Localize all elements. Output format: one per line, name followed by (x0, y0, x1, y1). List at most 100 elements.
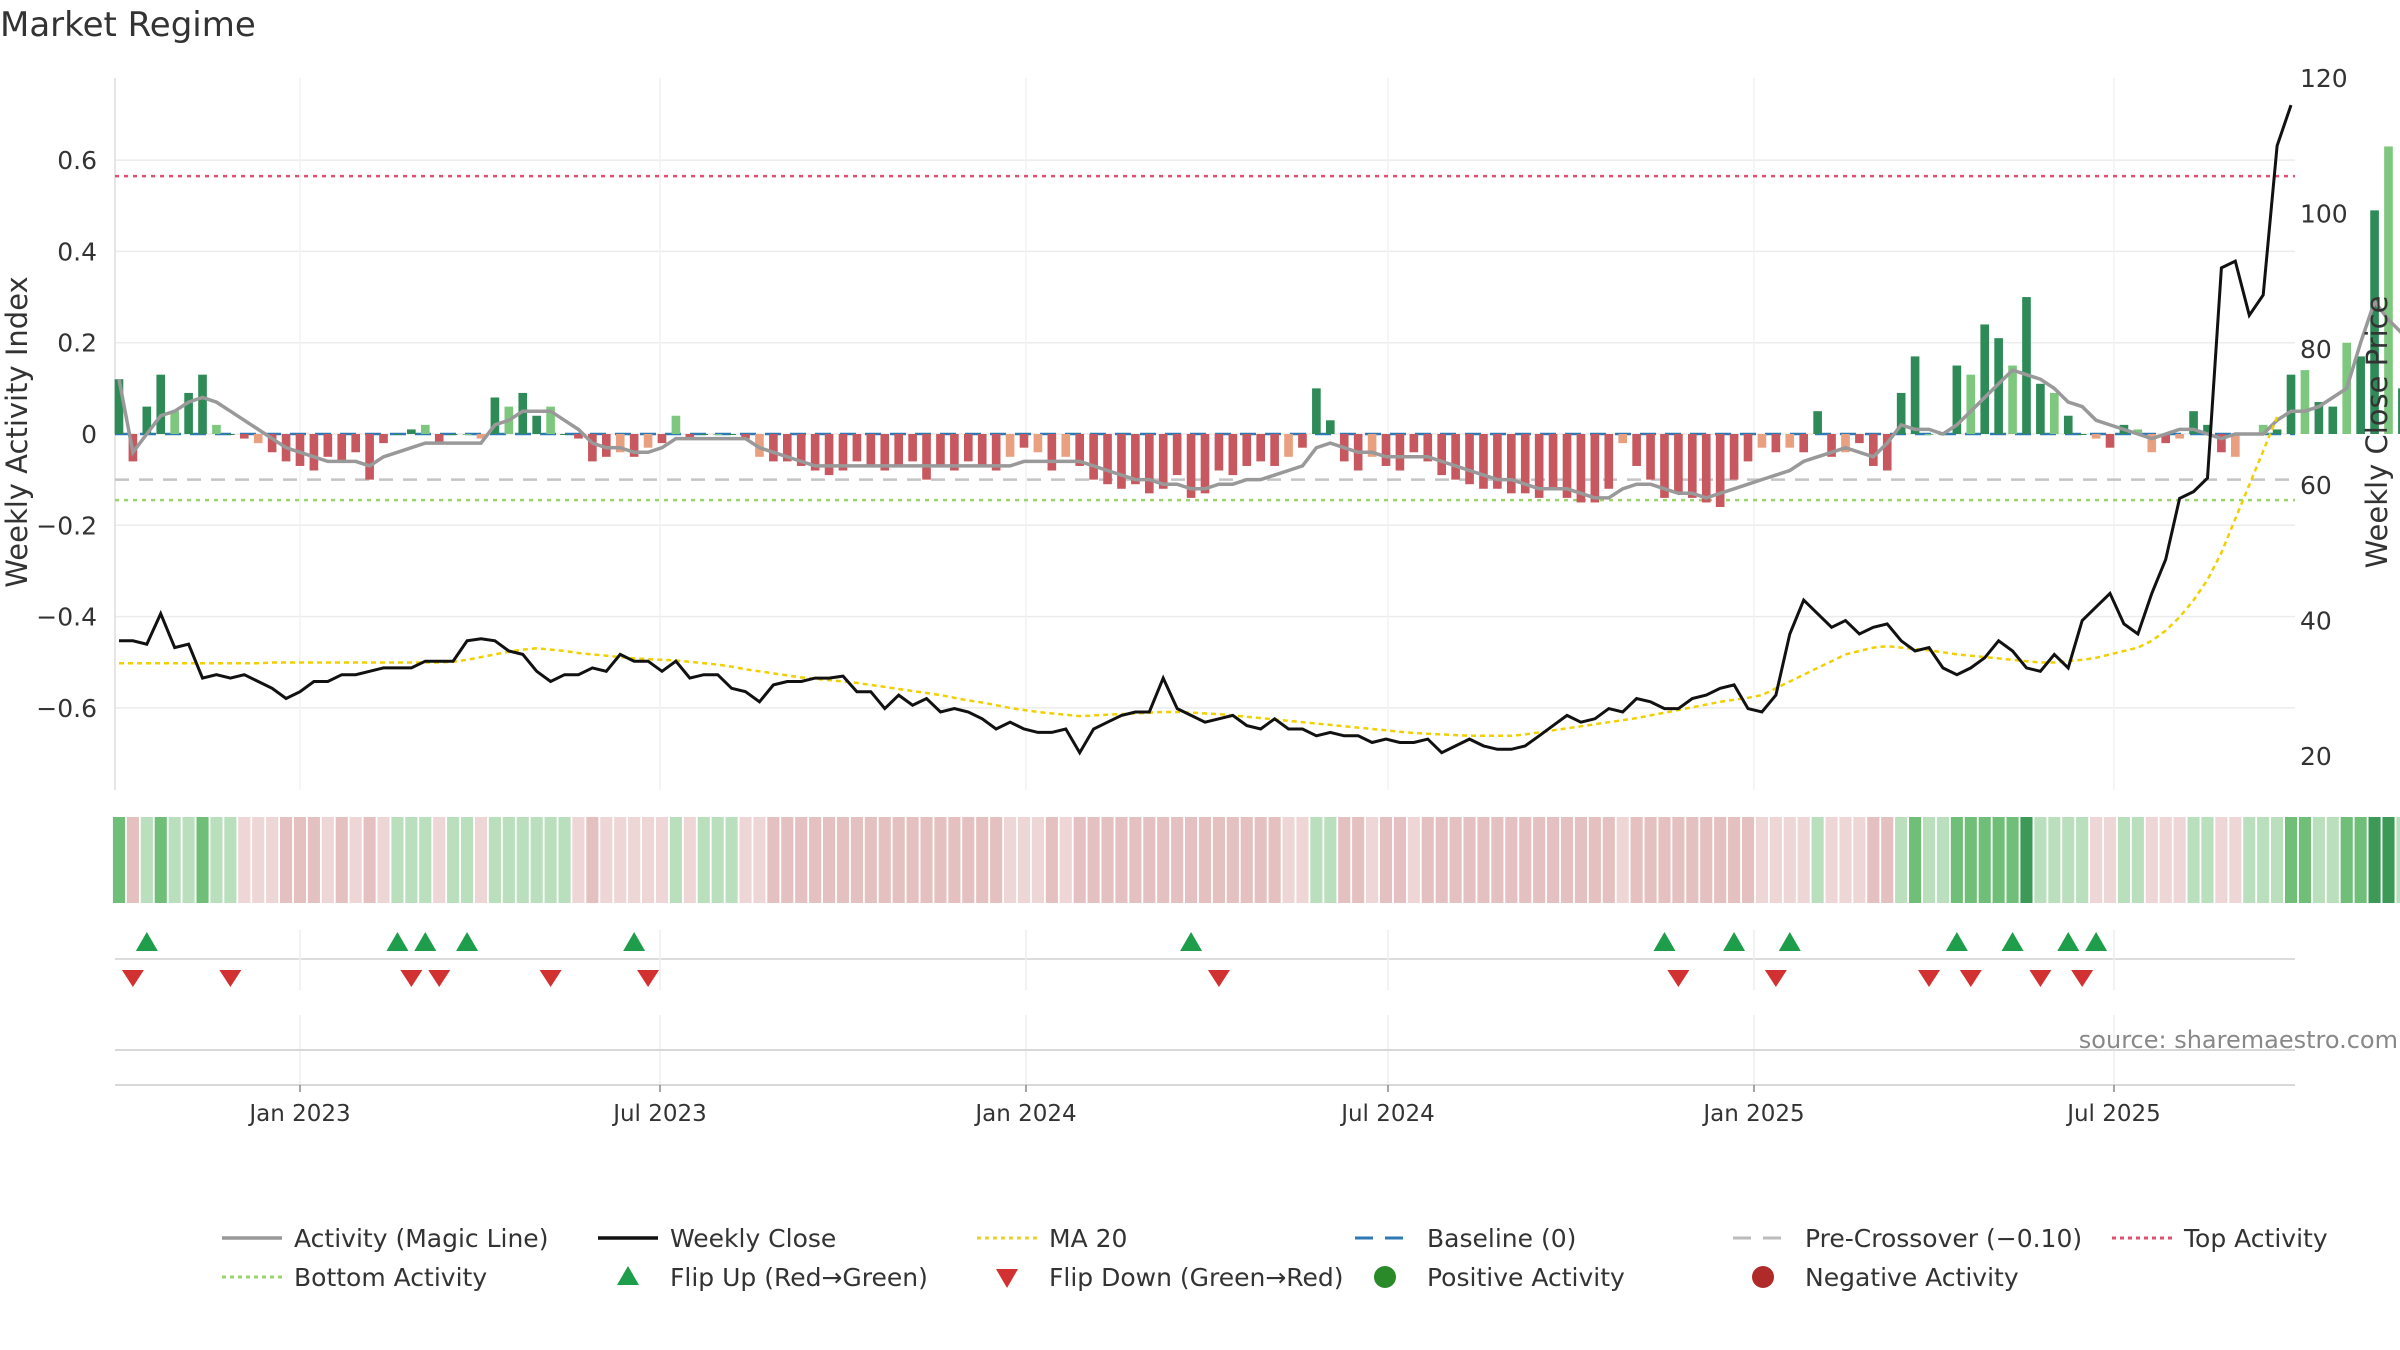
activity-bar (1465, 434, 1474, 485)
activity-bar (239, 434, 249, 439)
regime-cell (1143, 817, 1156, 903)
regime-cell (892, 817, 905, 903)
flip-down-marker (1207, 970, 1230, 987)
activity-bar (838, 434, 848, 471)
regime-cell (238, 817, 251, 903)
regime-cell (363, 817, 376, 903)
regime-cell (1212, 817, 1225, 903)
flip-down-marker (1959, 970, 1982, 987)
regime-cell (1867, 817, 1880, 903)
activity-bar (560, 434, 569, 435)
activity-bar (1855, 434, 1864, 444)
regime-cell (572, 817, 585, 903)
weekly-close-line (119, 104, 2293, 756)
activity-bar (2356, 356, 2365, 434)
activity-bar (601, 434, 611, 457)
regime-cell (1839, 817, 1852, 903)
activity-bar (922, 434, 931, 480)
flip-down-marker (1667, 970, 1690, 987)
activity-bar (351, 434, 360, 453)
activity-bar (2147, 434, 2157, 453)
activity-bar (741, 434, 750, 439)
activity-bar (2105, 434, 2115, 448)
regime-cell (474, 817, 488, 903)
activity-bar (1980, 324, 1990, 434)
regime-cell (2257, 817, 2270, 903)
regime-cell (1741, 817, 1755, 903)
activity-bar (615, 434, 625, 453)
regime-cell (1115, 817, 1128, 903)
regime-cell (1755, 817, 1768, 903)
activity-bar (476, 434, 486, 439)
activity-bar (1701, 434, 1711, 503)
activity-bar (824, 434, 834, 476)
regime-cell (1477, 817, 1490, 903)
activity-bar (991, 434, 1001, 471)
regime-cell (1226, 817, 1239, 903)
legend-label: Positive Activity (1427, 1263, 1625, 1292)
activity-bar (2189, 411, 2198, 434)
regime-cell (1045, 817, 1058, 903)
regime-cell (1602, 817, 1615, 903)
y-tick-label: 0.2 (57, 329, 97, 358)
y2-tick-label: 20 (2300, 742, 2332, 771)
regime-cell (1059, 817, 1072, 903)
activity-bar (170, 411, 179, 434)
activity-bar (671, 415, 681, 434)
activity-bar (2091, 434, 2101, 439)
activity-bar (1103, 434, 1112, 485)
activity-bar (1896, 392, 1906, 434)
regime-cell (2020, 817, 2033, 903)
activity-bar (1966, 374, 1976, 434)
y-tick-label: −0.6 (36, 694, 97, 723)
activity-bar (2314, 402, 2324, 434)
flip-down-marker (637, 970, 660, 987)
regime-cell (2326, 817, 2339, 903)
activity-bar (448, 434, 458, 435)
regime-cell (307, 817, 320, 903)
regime-cell (1017, 817, 1031, 903)
regime-cell (2340, 817, 2353, 903)
x-tick-label: Jul 2024 (1339, 1101, 1435, 1127)
activity-bar (1325, 420, 1335, 434)
y2-axis-label: Weekly Close Price (2360, 296, 2394, 569)
activity-bar (1493, 434, 1502, 489)
regime-cell (2243, 817, 2256, 903)
regime-cell (558, 817, 571, 903)
activity-bar (1270, 434, 1279, 466)
regime-cell (795, 817, 808, 903)
legend-swatch (1374, 1266, 1396, 1288)
activity-bar (713, 434, 722, 435)
activity-bar (490, 397, 500, 434)
activity-bar (1242, 434, 1252, 466)
activity-bar (1061, 434, 1071, 457)
regime-cell (2048, 817, 2061, 903)
flip-down-marker (400, 970, 423, 987)
activity-bar (1186, 434, 1196, 498)
activity-bar (1395, 434, 1405, 471)
activity-bar (2050, 392, 2059, 434)
activity-bar (1312, 388, 1321, 434)
flip-up-marker (2057, 932, 2080, 951)
regime-cell (2131, 817, 2144, 903)
regime-cell (600, 817, 613, 903)
regime-cell (990, 817, 1003, 903)
legend-label: Negative Activity (1805, 1263, 2019, 1292)
activity-bar (1660, 434, 1669, 498)
activity-bar (2328, 406, 2338, 434)
activity-bars (114, 146, 2400, 508)
legend-swatch (996, 1269, 1018, 1288)
activity-bar (1005, 434, 1015, 457)
regime-cell (502, 817, 515, 903)
regime-cell (1004, 817, 1017, 903)
activity-bar (1089, 434, 1098, 480)
activity-bar (2161, 434, 2171, 444)
regime-cell (1686, 817, 1699, 903)
activity-bar (2133, 429, 2143, 434)
legend-label: Flip Up (Red→Green) (670, 1263, 928, 1292)
regime-cell (767, 817, 780, 903)
regime-cell (1714, 817, 1727, 903)
activity-bar (1117, 434, 1126, 489)
regime-cell (906, 817, 919, 903)
